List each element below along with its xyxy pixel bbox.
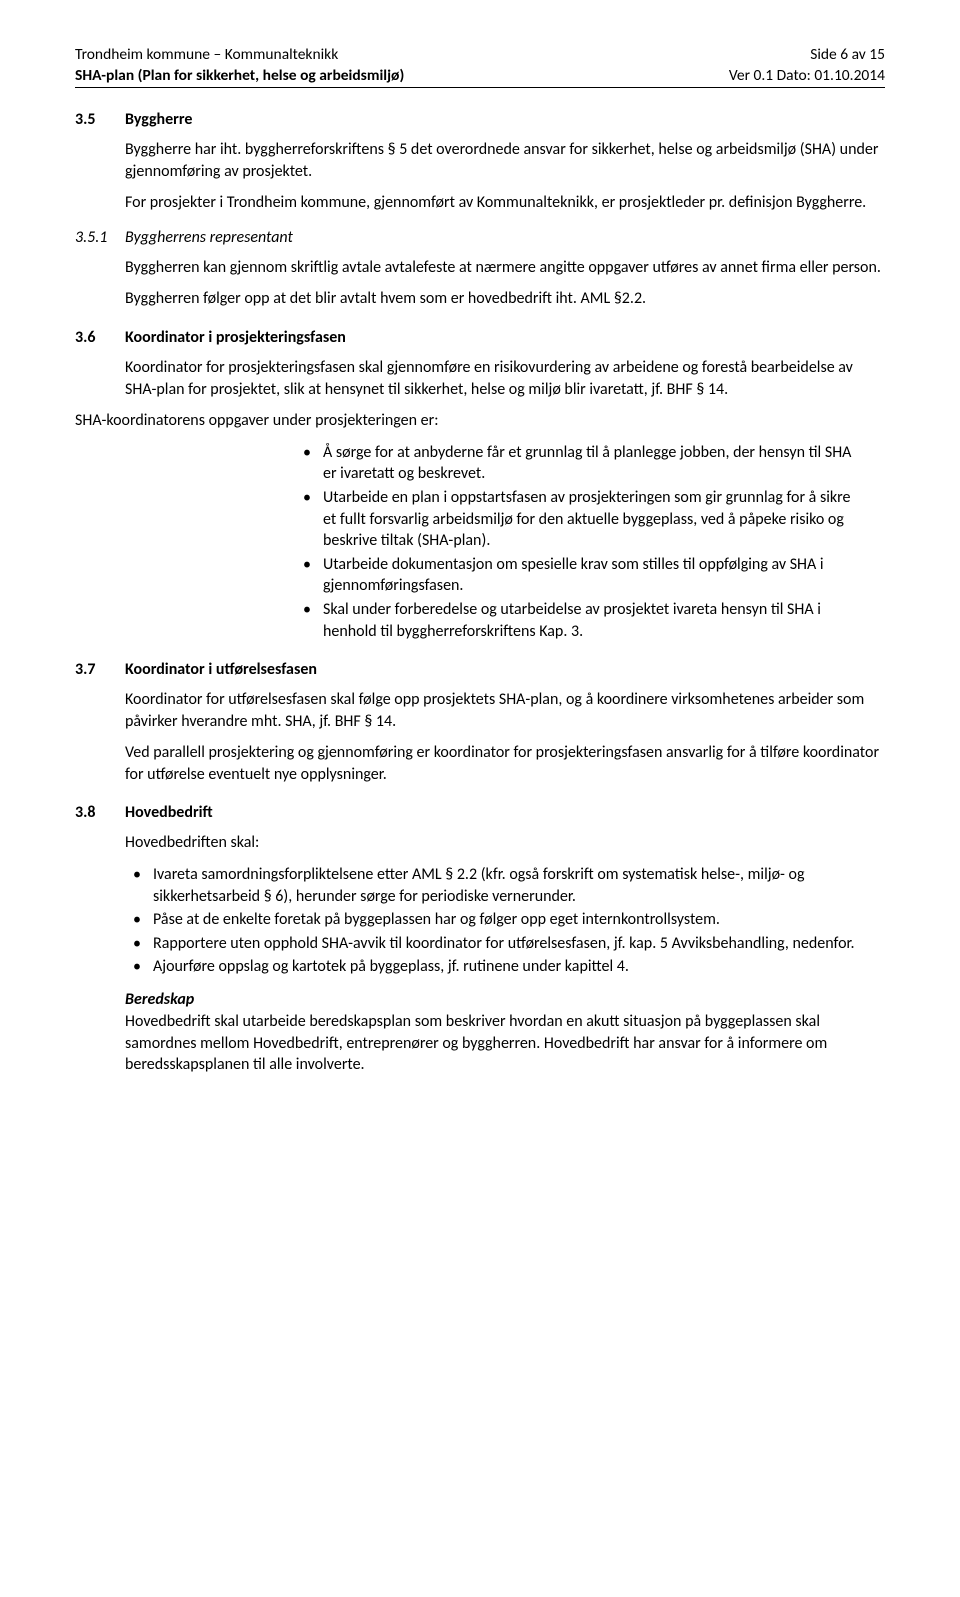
section-num: 3.8 bbox=[75, 803, 125, 822]
list-item: Rapportere uten opphold SHA-avvik til ko… bbox=[125, 933, 885, 955]
subsection-title: Byggherrens representant bbox=[125, 228, 293, 247]
subsection-num: 3.5.1 bbox=[75, 228, 125, 247]
bullet-list-38: Ivareta samordningsforpliktelsene etter … bbox=[125, 864, 885, 978]
list-item: Ajourføre oppslag og kartotek på byggepl… bbox=[125, 956, 885, 978]
section-3-6: 3.6 Koordinator i prosjekteringsfasen bbox=[75, 328, 885, 347]
section-title: Koordinator i utførelsesfasen bbox=[125, 660, 317, 679]
paragraph-intro: SHA-koordinatorens oppgaver under prosje… bbox=[75, 410, 885, 432]
paragraph: Ved parallell prosjektering og gjennomfø… bbox=[125, 742, 885, 785]
paragraph: Byggherren følger opp at det blir avtalt… bbox=[125, 288, 885, 310]
section-title: Byggherre bbox=[125, 110, 192, 129]
section-num: 3.6 bbox=[75, 328, 125, 347]
header-divider bbox=[75, 87, 885, 88]
paragraph: Byggherre har iht. byggherreforskriftens… bbox=[125, 139, 885, 182]
header-row-1: Trondheim kommune – Kommunalteknikk Side… bbox=[75, 45, 885, 64]
paragraph: Koordinator for utførelsesfasen skal føl… bbox=[125, 689, 885, 732]
header-row-2: SHA-plan (Plan for sikkerhet, helse og a… bbox=[75, 66, 885, 85]
list-item: Skal under forberedelse og utarbeidelse … bbox=[295, 599, 865, 642]
header-version: Ver 0.1 Dato: 01.10.2014 bbox=[729, 66, 885, 85]
paragraph: Koordinator for prosjekteringsfasen skal… bbox=[125, 357, 885, 400]
section-title: Hovedbedrift bbox=[125, 803, 213, 822]
subsection-3-5-1: 3.5.1 Byggherrens representant bbox=[75, 228, 885, 247]
bullet-list-36: Å sørge for at anbyderne får et grunnlag… bbox=[295, 442, 865, 642]
list-item: Utarbeide dokumentasjon om spesielle kra… bbox=[295, 554, 865, 597]
section-3-7: 3.7 Koordinator i utførelsesfasen bbox=[75, 660, 885, 679]
section-3-8: 3.8 Hovedbedrift bbox=[75, 803, 885, 822]
header-org: Trondheim kommune – Kommunalteknikk bbox=[75, 45, 338, 64]
paragraph: Hovedbedrift skal utarbeide beredskapspl… bbox=[125, 1011, 885, 1076]
section-title: Koordinator i prosjekteringsfasen bbox=[125, 328, 346, 347]
paragraph-intro: Hovedbedriften skal: bbox=[125, 832, 885, 854]
list-item: Påse at de enkelte foretak på byggeplass… bbox=[125, 909, 885, 931]
header-page: Side 6 av 15 bbox=[810, 45, 885, 64]
beredskap-title: Beredskap bbox=[125, 990, 885, 1009]
section-num: 3.7 bbox=[75, 660, 125, 679]
list-item: Utarbeide en plan i oppstartsfasen av pr… bbox=[295, 487, 865, 552]
paragraph: Byggherren kan gjennom skriftlig avtale … bbox=[125, 257, 885, 279]
list-item: Ivareta samordningsforpliktelsene etter … bbox=[125, 864, 885, 907]
paragraph: For prosjekter i Trondheim kommune, gjen… bbox=[125, 192, 885, 214]
header-doc-title: SHA-plan (Plan for sikkerhet, helse og a… bbox=[75, 66, 404, 85]
section-3-5: 3.5 Byggherre bbox=[75, 110, 885, 129]
list-item: Å sørge for at anbyderne får et grunnlag… bbox=[295, 442, 865, 485]
section-num: 3.5 bbox=[75, 110, 125, 129]
